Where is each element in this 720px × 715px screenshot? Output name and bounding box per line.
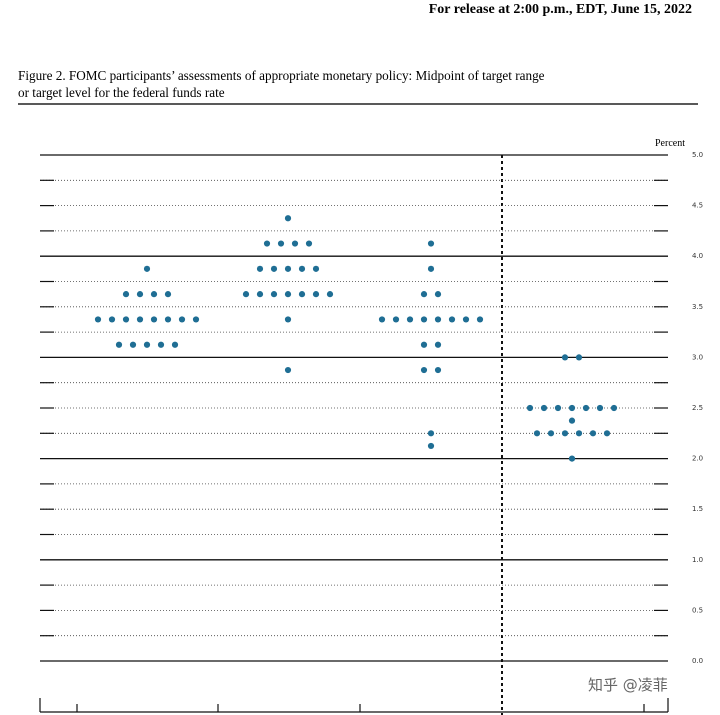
dot <box>561 430 569 437</box>
dot <box>392 316 400 323</box>
dot <box>192 316 200 323</box>
dot <box>533 430 541 437</box>
dot <box>305 240 313 247</box>
dot <box>122 316 130 323</box>
dot <box>326 291 334 298</box>
dot <box>256 291 264 298</box>
dot <box>568 455 576 462</box>
dot <box>284 316 292 323</box>
dot <box>312 265 320 272</box>
dot <box>136 316 144 323</box>
dot <box>136 291 144 298</box>
dot <box>547 430 555 437</box>
dot <box>610 404 618 412</box>
dot <box>178 316 186 323</box>
dot <box>582 404 590 412</box>
dot <box>270 265 278 272</box>
dot <box>568 417 576 424</box>
dot <box>284 291 292 298</box>
y-tick-label: 0.0 <box>692 657 703 665</box>
dot <box>575 354 583 361</box>
chart-title: Figure 2. FOMC participants’ assessments… <box>18 68 545 83</box>
dot <box>427 430 435 437</box>
dot <box>603 430 611 437</box>
dot <box>540 404 548 412</box>
dot <box>378 316 386 323</box>
dot <box>434 291 442 298</box>
dot <box>115 341 123 348</box>
dot <box>434 341 442 348</box>
dot <box>596 404 604 412</box>
dot <box>164 316 172 323</box>
dot <box>256 265 264 272</box>
dot <box>476 316 484 323</box>
dot <box>427 240 435 247</box>
dot <box>171 341 179 348</box>
chart-title: or target level for the federal funds ra… <box>18 85 225 100</box>
y-tick-label: 0.5 <box>692 606 703 614</box>
dot <box>242 291 250 298</box>
dot <box>108 316 116 323</box>
y-tick-label: 2.0 <box>692 455 703 463</box>
y-axis-label: Percent <box>655 138 685 149</box>
dot <box>150 291 158 298</box>
dot <box>150 316 158 323</box>
dot <box>568 404 576 412</box>
dot <box>284 366 292 374</box>
dot <box>420 341 428 348</box>
dot <box>427 265 435 272</box>
dot <box>157 341 165 348</box>
dot <box>298 291 306 298</box>
dot <box>129 341 137 348</box>
watermark: 知乎 @凌菲 <box>588 676 668 694</box>
dot <box>589 430 597 437</box>
y-tick-label: 3.0 <box>692 353 703 361</box>
dot <box>94 316 102 323</box>
dot <box>284 215 292 222</box>
dot <box>575 430 583 437</box>
release-note: For release at 2:00 p.m., EDT, June 15, … <box>429 2 692 17</box>
dot <box>312 291 320 298</box>
dot <box>270 291 278 298</box>
y-tick-label: 4.5 <box>692 202 703 210</box>
dot <box>554 404 562 412</box>
dot <box>298 265 306 272</box>
dot <box>406 316 414 323</box>
y-tick-label: 2.5 <box>692 404 703 412</box>
y-tick-label: 5.0 <box>692 151 703 159</box>
dot <box>434 366 442 374</box>
dot <box>291 240 299 247</box>
dot <box>561 354 569 361</box>
dot <box>143 265 151 272</box>
x-axis-ticks <box>39 698 669 712</box>
dot <box>462 316 470 323</box>
dot <box>434 316 442 323</box>
dot <box>420 291 428 298</box>
dot <box>420 316 428 323</box>
dot <box>526 404 534 412</box>
dot <box>164 291 172 298</box>
dot <box>284 265 292 272</box>
dot <box>427 442 435 450</box>
dot <box>420 366 428 374</box>
dot <box>122 291 130 298</box>
dot <box>143 341 151 348</box>
y-tick-label: 3.5 <box>692 303 703 311</box>
dot <box>277 240 285 247</box>
dot <box>263 240 271 247</box>
dot <box>448 316 456 323</box>
y-tick-label: 1.0 <box>692 556 703 564</box>
y-tick-label: 1.5 <box>692 505 703 513</box>
y-tick-label: 4.0 <box>692 252 703 260</box>
